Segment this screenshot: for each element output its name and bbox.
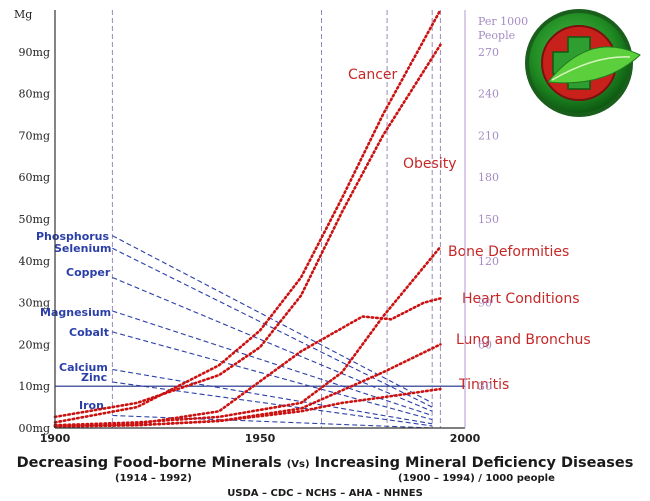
right-tick-150: 150: [478, 213, 499, 226]
line-obesity: [53, 43, 442, 419]
subtitle-right: (1900 – 1994) / 1000 people: [398, 473, 555, 484]
label-copper: Copper: [66, 266, 111, 279]
right-tick-120: 120: [478, 255, 499, 268]
right-axis-unit-line1: Per 1000: [478, 15, 528, 28]
label-phosphorus: Phosphorus: [36, 230, 110, 243]
axes: [54, 10, 466, 429]
left-tick-70mg: 70mg: [19, 129, 50, 142]
right-tick-210: 210: [478, 129, 499, 142]
source-line: USDA – CDC – NCHS – AHA - NHNES: [227, 488, 423, 499]
x-tick-1950: 1950: [245, 432, 276, 445]
label-lung-and-bronchus: Lung and Bronchus: [456, 332, 591, 348]
line-phosphorus: [112, 235, 433, 404]
label-tinnitis: Tinnitis: [458, 377, 509, 393]
label-cancer: Cancer: [348, 67, 398, 83]
title-left: Decreasing Food-borne Minerals: [16, 455, 282, 471]
label-iron: Iron: [79, 399, 104, 412]
line-cancer: [53, 8, 442, 424]
subtitle-left: (1914 – 1992): [115, 473, 192, 484]
medical-cross-logo: [525, 9, 641, 117]
left-axis-unit: Mg: [14, 8, 32, 21]
label-magnesium: Magnesium: [40, 306, 111, 319]
line-calcium: [112, 368, 433, 425]
left-tick-20mg: 20mg: [19, 338, 50, 351]
left-tick-30mg: 30mg: [19, 297, 50, 310]
label-zinc: Zinc: [81, 371, 107, 384]
left-tick-80mg: 80mg: [19, 88, 50, 101]
grid: [55, 10, 465, 428]
right-tick-270: 270: [478, 46, 499, 59]
left-tick-00mg: 00mg: [19, 422, 50, 435]
label-obesity: Obesity: [403, 156, 456, 172]
title-vs: (Vs): [286, 459, 310, 470]
x-tick-1900: 1900: [40, 432, 71, 445]
line-zinc: [112, 381, 433, 427]
label-selenium: Selenium: [54, 242, 112, 255]
line-bone-deformities: [53, 245, 442, 427]
left-tick-10mg: 10mg: [19, 380, 50, 393]
label-cobalt: Cobalt: [69, 326, 109, 339]
right-tick-60: 60: [478, 338, 492, 351]
disease-series: Cancer Obesity Bone Deformities Heart Condi…: [53, 8, 591, 428]
right-tick-240: 240: [478, 88, 499, 101]
label-calcium: Calcium: [59, 361, 108, 374]
left-tick-40mg: 40mg: [19, 255, 50, 268]
chart-title: Decreasing Food-borne Minerals (Vs) Incr…: [0, 455, 650, 471]
title-right: Increasing Mineral Deficiency Diseases: [314, 455, 634, 471]
tick-labels: 00mg 10mg 20mg 30mg 40mg 50mg 60mg 70mg 80mg 90mg…: [19, 46, 499, 445]
right-tick-180: 180: [478, 171, 499, 184]
left-tick-50mg: 50mg: [19, 213, 50, 226]
left-tick-90mg: 90mg: [19, 46, 50, 59]
line-heart-conditions: [53, 297, 442, 428]
right-axis-unit-line2: People: [478, 29, 515, 42]
line-cobalt: [112, 331, 433, 421]
x-tick-2000: 2000: [450, 432, 481, 445]
line-iron: [112, 414, 433, 429]
left-tick-60mg: 60mg: [19, 171, 50, 184]
right-tick-30: 30: [478, 380, 492, 393]
label-heart-conditions: Heart Conditions: [462, 291, 580, 307]
label-bone-deformities: Bone Deformities: [448, 244, 569, 260]
line-magnesium: [112, 310, 433, 417]
right-tick-90: 90: [478, 297, 492, 310]
line-selenium: [112, 247, 433, 408]
line-tinnitis: [53, 387, 442, 427]
line-copper: [112, 276, 433, 412]
